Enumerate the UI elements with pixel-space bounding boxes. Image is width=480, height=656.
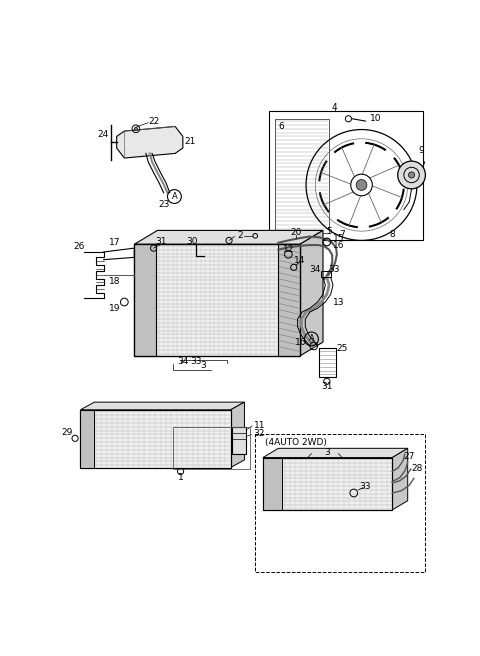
Text: 34: 34 [177, 357, 189, 366]
Text: 26: 26 [73, 242, 84, 251]
Text: 21: 21 [184, 136, 196, 146]
Text: 6: 6 [278, 122, 284, 131]
Text: 17: 17 [109, 238, 121, 247]
Polygon shape [392, 448, 408, 510]
Text: 18: 18 [109, 277, 121, 286]
Bar [232, 427, 246, 455]
Bar [263, 458, 392, 510]
Polygon shape [230, 402, 244, 468]
Text: 14: 14 [294, 256, 306, 265]
Text: 12: 12 [283, 245, 294, 254]
Circle shape [134, 127, 137, 131]
Text: 31: 31 [156, 237, 167, 247]
Text: 24: 24 [97, 130, 108, 138]
Text: 13: 13 [333, 298, 344, 306]
Text: 5: 5 [326, 227, 332, 236]
Circle shape [356, 180, 367, 190]
Text: 4: 4 [332, 103, 337, 112]
Text: 33: 33 [360, 482, 371, 491]
Text: 27: 27 [404, 451, 415, 461]
Bar [319, 348, 336, 377]
Text: 23: 23 [158, 199, 169, 209]
Text: 16: 16 [333, 241, 344, 249]
Text: 34: 34 [309, 265, 321, 274]
Text: 15: 15 [333, 234, 344, 243]
Text: 11: 11 [254, 420, 265, 430]
Text: (4AUTO 2WD): (4AUTO 2WD) [265, 438, 327, 447]
Bar [134, 244, 300, 356]
Text: 19: 19 [109, 304, 121, 313]
Polygon shape [81, 402, 244, 410]
Bar [134, 244, 156, 356]
Text: 30: 30 [186, 237, 198, 247]
Bar [81, 410, 230, 468]
Bar [322, 271, 331, 277]
Text: 22: 22 [148, 117, 159, 125]
Text: 3: 3 [201, 361, 206, 370]
Text: 28: 28 [411, 464, 422, 473]
Text: 33: 33 [190, 357, 202, 366]
Polygon shape [117, 127, 183, 158]
Polygon shape [300, 230, 323, 356]
Text: 29: 29 [61, 428, 73, 438]
Text: 25: 25 [336, 344, 348, 353]
Bar [134, 244, 300, 356]
Bar [81, 410, 230, 468]
Bar [81, 410, 94, 468]
Text: 8: 8 [389, 230, 395, 239]
Text: 2: 2 [238, 232, 243, 240]
Text: 31: 31 [321, 382, 333, 391]
Text: 16: 16 [295, 338, 306, 346]
Bar [278, 244, 300, 356]
Bar [275, 119, 329, 233]
Text: A: A [309, 335, 314, 344]
Text: A: A [171, 192, 177, 201]
Text: 1: 1 [178, 473, 183, 482]
Bar [263, 458, 392, 510]
Circle shape [398, 161, 425, 189]
Bar [173, 427, 250, 469]
Polygon shape [263, 448, 408, 458]
Text: 10: 10 [370, 114, 381, 123]
Bar [263, 458, 282, 510]
Circle shape [408, 172, 415, 178]
Polygon shape [134, 230, 323, 244]
Text: 7: 7 [339, 230, 345, 239]
Bar [269, 111, 423, 240]
Text: 3: 3 [324, 447, 330, 457]
Text: 32: 32 [254, 429, 265, 438]
Text: 9: 9 [419, 146, 424, 155]
Text: 33: 33 [328, 265, 339, 274]
Text: 20: 20 [290, 228, 302, 237]
